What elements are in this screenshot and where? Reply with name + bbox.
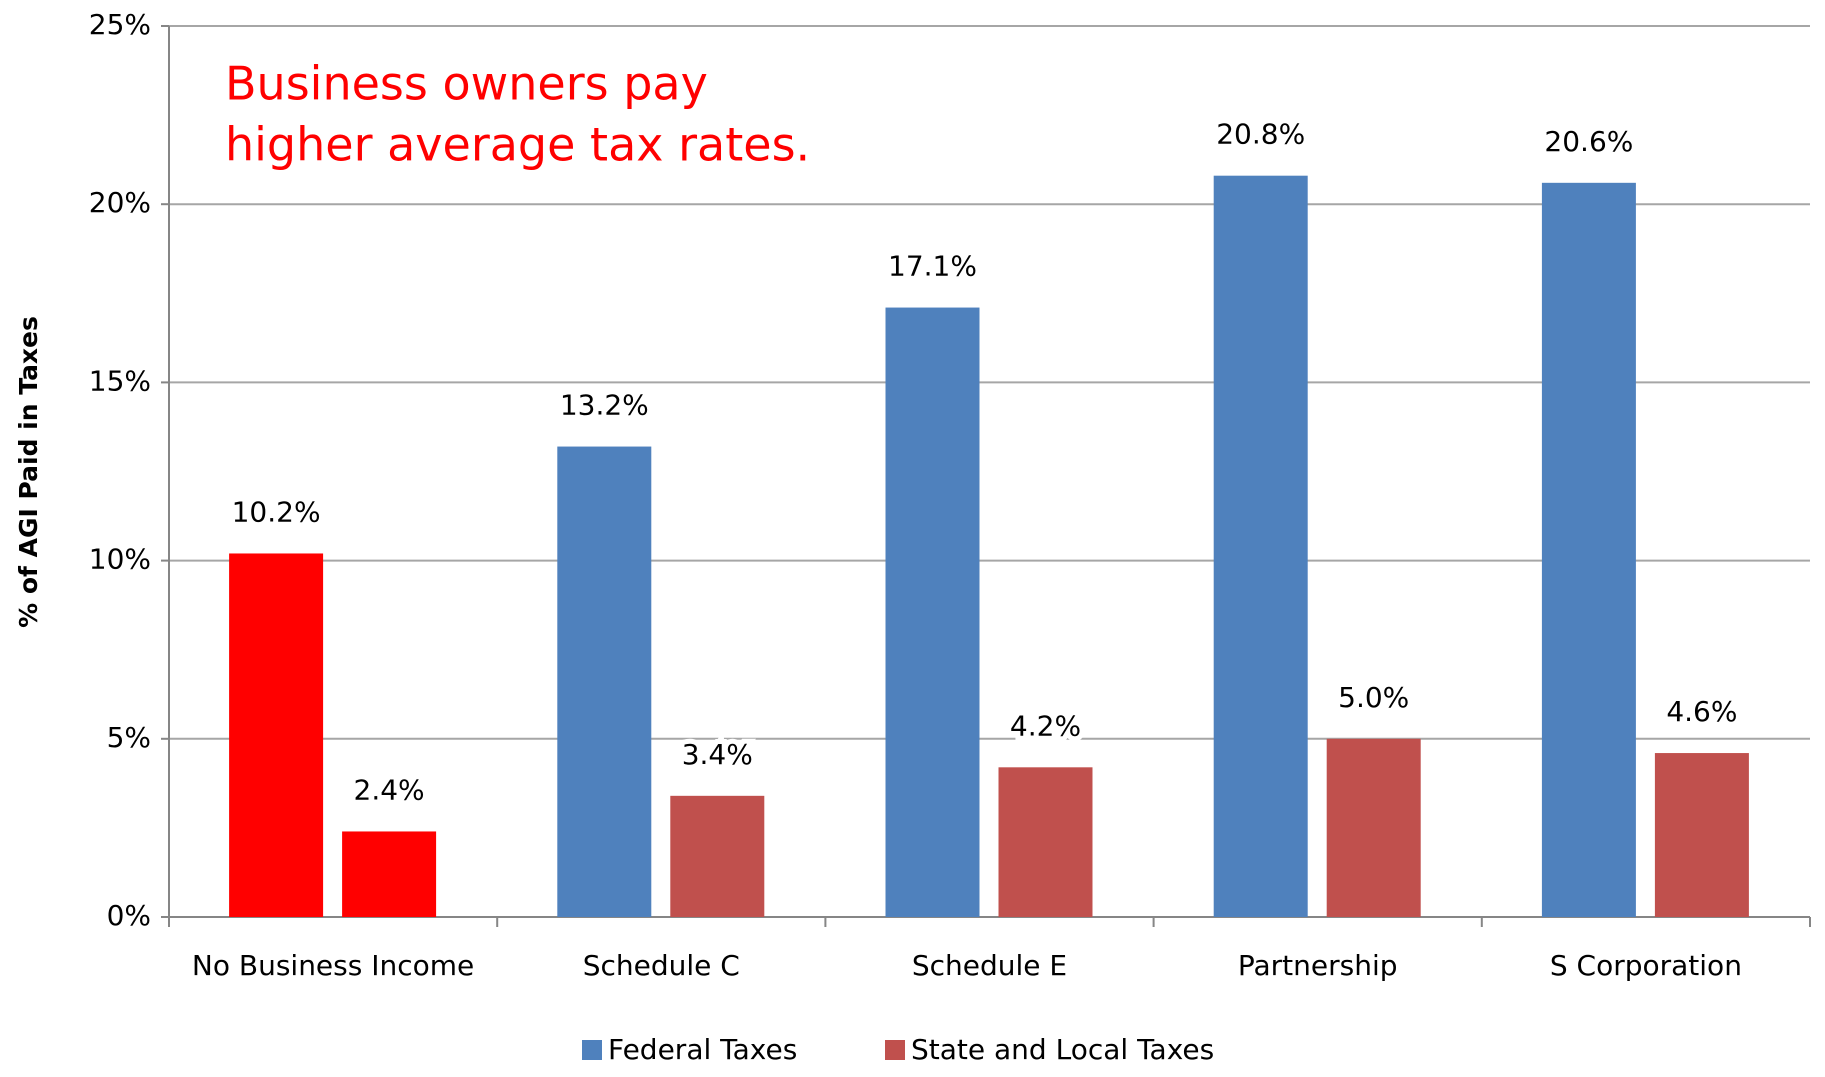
bar [229, 553, 324, 917]
y-tick-label: 10% [89, 543, 151, 576]
value-label: 10.2% [232, 495, 321, 528]
y-axis-label: % of AGI Paid in Taxes [14, 316, 43, 628]
bar [1541, 182, 1636, 918]
bar [670, 795, 765, 917]
value-label: 4.2% [1010, 709, 1081, 742]
x-tick-label: S Corporation [1550, 949, 1742, 982]
annotation: Business owners pay [225, 57, 708, 111]
legend-swatch [582, 1040, 602, 1060]
value-label: 13.2% [560, 389, 649, 422]
y-tick-label: 5% [107, 721, 151, 754]
annotation: higher average tax rates. [225, 118, 810, 172]
value-label: 2.4% [354, 773, 425, 806]
x-tick-label: Partnership [1238, 949, 1398, 982]
bar [1654, 753, 1749, 917]
x-tick-label: Schedule E [912, 949, 1067, 982]
value-label: 20.8% [1216, 118, 1305, 151]
value-label: 3.4% [682, 738, 753, 771]
legend-label: State and Local Taxes [911, 1033, 1214, 1066]
bar [1326, 738, 1421, 917]
value-label: 4.6% [1666, 695, 1737, 728]
legend-label: Federal Taxes [608, 1033, 797, 1066]
y-tick-label: 20% [89, 186, 151, 219]
bar [557, 446, 652, 917]
y-tick-label: 15% [89, 364, 151, 397]
y-tick-label: 0% [107, 899, 151, 932]
value-label: 20.6% [1544, 125, 1633, 158]
bar [885, 307, 980, 917]
x-tick-label: No Business Income [192, 949, 474, 982]
x-tick-label: Schedule C [583, 949, 740, 982]
bar [1213, 175, 1308, 918]
bar [342, 831, 437, 917]
bar [998, 767, 1093, 917]
value-label: 17.1% [888, 250, 977, 283]
legend-swatch [885, 1040, 905, 1060]
value-label: 5.0% [1338, 681, 1409, 714]
y-tick-label: 25% [89, 8, 151, 41]
